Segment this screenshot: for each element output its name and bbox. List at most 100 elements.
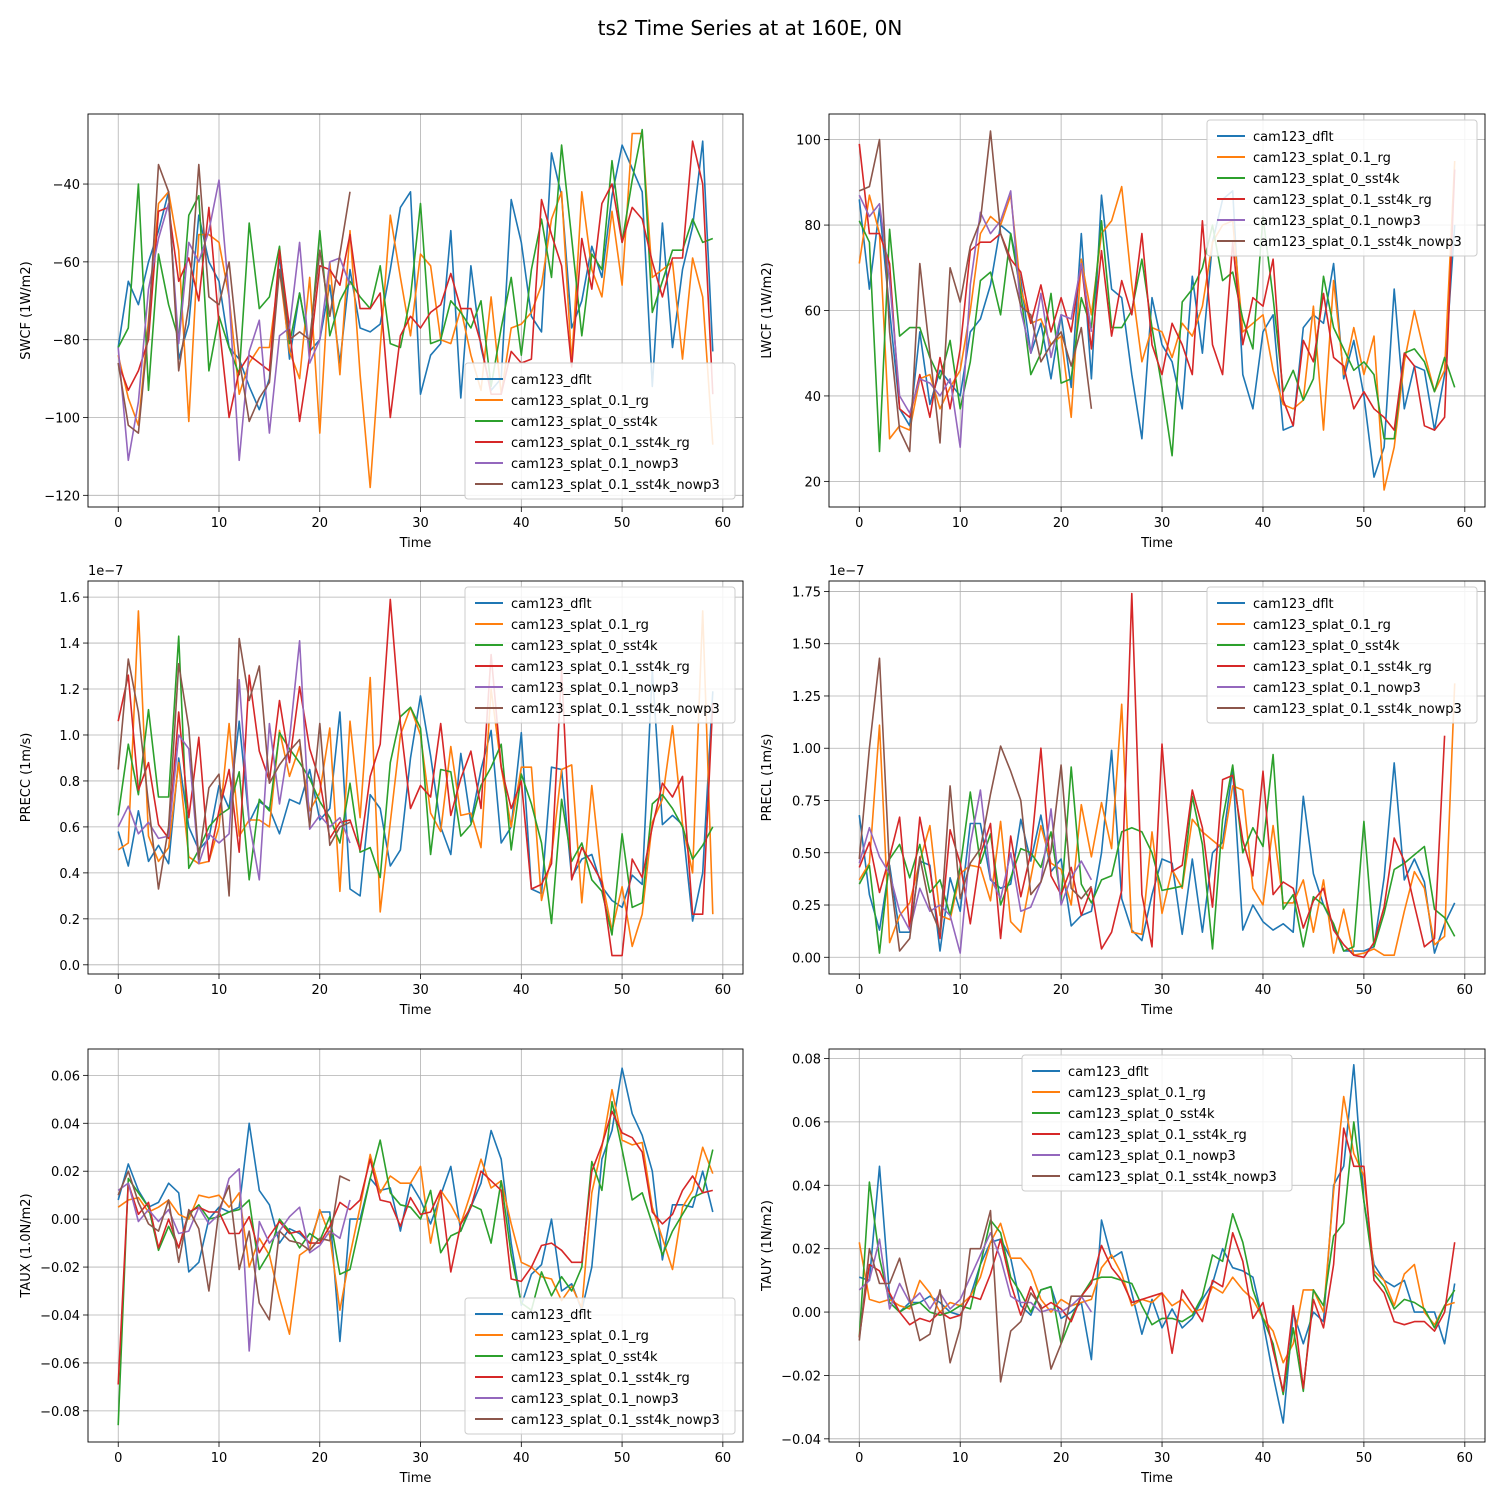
x-tick-label: 40 xyxy=(1255,983,1272,998)
y-tick-label: 1.75 xyxy=(792,585,821,600)
x-tick-label: 50 xyxy=(1356,516,1373,531)
y-tick-label: 0.02 xyxy=(51,1165,80,1180)
series-line-cam123-splat-0-1-nowp3 xyxy=(117,1168,351,1352)
y-tick-label: 0.00 xyxy=(792,951,821,966)
y-tick-label: 1.2 xyxy=(59,683,80,698)
x-tick-label: 20 xyxy=(311,983,328,998)
x-tick-label: 10 xyxy=(952,983,969,998)
x-tick-label: 40 xyxy=(1255,516,1272,531)
x-axis-label: Time xyxy=(399,536,432,551)
legend-label: cam123_splat_0.1_sst4k_rg xyxy=(1253,193,1432,208)
x-tick-label: 10 xyxy=(952,1451,969,1466)
x-tick-label: 30 xyxy=(412,983,429,998)
x-tick-label: 0 xyxy=(855,983,863,998)
legend-label: cam123_dflt xyxy=(1253,597,1334,612)
axes-frame xyxy=(87,113,744,508)
x-tick-label: 40 xyxy=(513,983,530,998)
legend-label: cam123_splat_0_sst4k xyxy=(511,415,658,430)
x-tick-label: 30 xyxy=(1154,516,1171,531)
x-tick-label: 60 xyxy=(715,516,732,531)
legend-label: cam123_splat_0.1_rg xyxy=(511,1329,649,1344)
series-line-cam123-splat-0-1-sst4k-nowp3 xyxy=(858,1209,1092,1383)
series-line-cam123-splat-0-1-nowp3 xyxy=(858,1232,1093,1313)
legend-frame xyxy=(1021,1054,1293,1192)
series-line-cam123-splat-0-1-sst4k-nowp3 xyxy=(117,163,351,434)
series-line-cam123-splat-0-1-rg xyxy=(858,1095,1455,1364)
legend-frame xyxy=(464,362,736,500)
x-tick-label: 30 xyxy=(1154,983,1171,998)
y-tick-label: 60 xyxy=(804,305,821,320)
series-line-cam123-splat-0-1-sst4k-nowp3 xyxy=(858,657,1093,952)
x-axis-label: Time xyxy=(399,1471,432,1486)
series-line-cam123-splat-0-1-sst4k-rg xyxy=(858,1127,1456,1393)
x-tick-label: 30 xyxy=(412,516,429,531)
y-axis-label: PRECC (1m/s) xyxy=(19,733,34,823)
legend-label: cam123_dflt xyxy=(1068,1065,1149,1080)
y-tick-label: −0.04 xyxy=(40,1309,80,1324)
legend: cam123_dflt cam123_splat_0.1_rg cam123_spl… xyxy=(1206,119,1478,257)
legend-label: cam123_splat_0.1_sst4k_nowp3 xyxy=(1068,1170,1277,1185)
series-line-cam123-splat-0-1-rg xyxy=(858,160,1456,491)
legend-label: cam123_splat_0.1_nowp3 xyxy=(511,1392,679,1407)
axes-frame xyxy=(87,580,744,975)
legend-label: cam123_splat_0_sst4k xyxy=(511,1350,658,1365)
x-tick-label: 60 xyxy=(715,983,732,998)
legend-label: cam123_splat_0.1_nowp3 xyxy=(1253,214,1421,229)
legend-label: cam123_splat_0.1_sst4k_nowp3 xyxy=(511,1413,720,1428)
y-tick-label: 80 xyxy=(804,219,821,234)
y-tick-label: 0.2 xyxy=(59,913,80,928)
legend-label: cam123_splat_0.1_sst4k_nowp3 xyxy=(1253,235,1462,250)
legend-label: cam123_dflt xyxy=(511,597,592,612)
legend-label: cam123_splat_0.1_sst4k_rg xyxy=(511,660,690,675)
y-tick-label: 0.00 xyxy=(51,1213,80,1228)
x-tick-label: 40 xyxy=(1255,1451,1272,1466)
legend: cam123_dflt cam123_splat_0.1_rg cam123_spl… xyxy=(464,586,736,724)
subplot-6: 0 10 20 30 40 50 60 −0.04 −0.02 0.00 0.02 0.04 0.06 0… xyxy=(760,1048,1486,1486)
legend-frame xyxy=(1206,119,1478,257)
legend: cam123_dflt cam123_splat_0.1_rg cam123_spl… xyxy=(464,362,736,500)
series-line-cam123-splat-0-1-sst4k-rg xyxy=(117,1110,713,1385)
x-tick-label: 50 xyxy=(614,983,631,998)
y-tick-label: 1.0 xyxy=(59,729,80,744)
y-tick-label: 0.06 xyxy=(792,1116,821,1131)
series-line-cam123-splat-0-1-rg xyxy=(117,1088,714,1335)
y-tick-label: 100 xyxy=(796,134,821,149)
subplot-3: 0 10 20 30 40 50 60 0.0 0.2 0.4 0.6 0.8 1.0 1.2 1.4 1.6… xyxy=(19,564,744,1018)
x-tick-label: 20 xyxy=(311,516,328,531)
y-tick-label: 0.25 xyxy=(792,899,821,914)
legend-label: cam123_splat_0.1_sst4k_rg xyxy=(511,436,690,451)
y-offset-label: 1e−7 xyxy=(88,564,123,579)
y-tick-label: 0.02 xyxy=(792,1243,821,1258)
legend-frame xyxy=(464,586,736,724)
y-tick-label: −80 xyxy=(53,334,80,349)
series-line-cam123-splat-0-1-sst4k-rg xyxy=(858,143,1456,431)
series-line-cam123-dflt xyxy=(859,1064,1456,1424)
y-tick-label: 0.6 xyxy=(59,821,80,836)
subplot-1: 0 10 20 30 40 50 60 −120 −100 −80 −60 −40 Time SWCF (… xyxy=(19,113,744,551)
legend-label: cam123_splat_0.1_sst4k_nowp3 xyxy=(511,478,720,493)
legend: cam123_dflt cam123_splat_0.1_rg cam123_spl… xyxy=(464,1297,736,1435)
series-line-cam123-splat-0-1-sst4k-nowp3 xyxy=(117,637,351,897)
legend-label: cam123_splat_0.1_nowp3 xyxy=(511,457,679,472)
series-group xyxy=(858,592,1456,959)
y-tick-label: 0.04 xyxy=(51,1117,80,1132)
legend-label: cam123_splat_0_sst4k xyxy=(511,639,658,654)
x-tick-label: 20 xyxy=(1053,983,1070,998)
series-line-cam123-dflt xyxy=(117,669,714,922)
legend-label: cam123_splat_0.1_rg xyxy=(1068,1086,1206,1101)
x-tick-label: 50 xyxy=(1356,1451,1373,1466)
axes-frame xyxy=(828,580,1486,975)
x-axis-label: Time xyxy=(1140,536,1173,551)
x-tick-label: 20 xyxy=(311,1451,328,1466)
legend-label: cam123_splat_0.1_sst4k_rg xyxy=(511,1371,690,1386)
y-tick-label: 0.08 xyxy=(792,1053,821,1068)
subplot-4: 0 10 20 30 40 50 60 0.00 0.25 0.50 0.75 1.00 1.25 1.5… xyxy=(760,564,1486,1018)
x-tick-label: 50 xyxy=(614,516,631,531)
y-tick-label: 0.04 xyxy=(792,1179,821,1194)
y-tick-label: 0.8 xyxy=(59,775,80,790)
y-tick-label: −0.04 xyxy=(781,1433,821,1448)
x-tick-label: 50 xyxy=(614,1451,631,1466)
legend: cam123_dflt cam123_splat_0.1_rg cam123_spl… xyxy=(1021,1054,1293,1192)
y-tick-label: 0.0 xyxy=(59,959,80,974)
